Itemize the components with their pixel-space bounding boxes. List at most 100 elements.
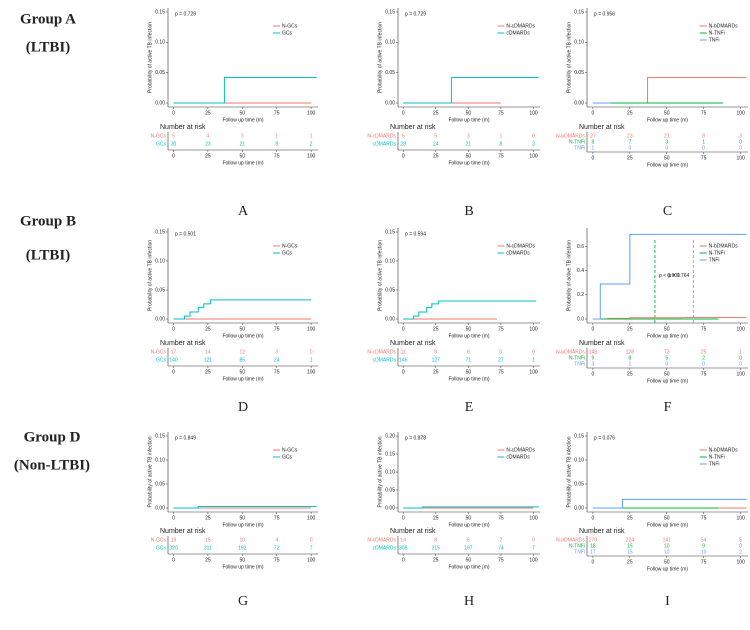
- risk-count: 1: [275, 133, 278, 139]
- panel-letter: F: [664, 400, 672, 415]
- survival-curve: [173, 77, 317, 104]
- risk-x-label: Follow up time (m): [222, 564, 263, 570]
- y-tick-label: 0.00: [385, 100, 395, 106]
- y-tick-label: 0.10: [574, 40, 584, 46]
- risk-count: 74: [498, 545, 504, 551]
- risk-count: 5: [172, 133, 175, 139]
- survival-curve: [173, 299, 312, 320]
- y-tick-label: 0.00: [155, 505, 165, 511]
- y-tick-label: 0.05: [385, 70, 395, 76]
- x-tick-label: 50: [466, 110, 472, 116]
- risk-count: 24: [274, 357, 280, 363]
- risk-count: 0: [702, 145, 705, 151]
- x-tick-label: 25: [205, 110, 211, 116]
- p-value: p = 0.849: [175, 435, 196, 441]
- x-tick-label: 100: [307, 326, 316, 332]
- x-tick-label: 50: [240, 110, 246, 116]
- x-axis-label: Follow up time (m): [448, 522, 489, 528]
- x-axis-label: Follow up time (m): [222, 117, 263, 123]
- x-axis-label: Follow up time (m): [647, 117, 688, 123]
- x-tick-label: 100: [736, 515, 745, 521]
- risk-count: 8: [275, 141, 278, 147]
- risk-count: 1: [628, 361, 631, 367]
- risk-count: 127: [432, 357, 441, 363]
- y-tick-label: 0.05: [155, 481, 165, 487]
- risk-x-tick-label: 100: [529, 369, 538, 375]
- x-axis-label: Follow up time (m): [448, 117, 489, 123]
- risk-row-label: GCs: [156, 141, 167, 147]
- risk-count: 14: [400, 537, 406, 543]
- x-tick-label: 50: [664, 326, 670, 332]
- panel-letter: D: [238, 400, 248, 415]
- risk-count: 0: [665, 145, 668, 151]
- x-axis-label: Follow up time (m): [448, 333, 489, 339]
- risk-row-label: TNFi: [574, 361, 585, 367]
- risk-x-tick-label: 100: [529, 153, 538, 159]
- risk-count: 0: [739, 355, 742, 361]
- y-axis-label: Probability of active TB infection: [566, 240, 572, 311]
- y-tick-label: 0.15: [574, 433, 584, 439]
- p-value: p = 0.594: [405, 231, 426, 237]
- risk-count: 121: [204, 357, 213, 363]
- risk-table-title: Number at risk: [390, 124, 436, 131]
- x-tick-label: 0: [172, 515, 175, 521]
- risk-count: 2: [310, 141, 313, 147]
- x-tick-label: 50: [466, 326, 472, 332]
- risk-count: 3: [592, 361, 595, 367]
- risk-count: 7: [628, 139, 631, 145]
- risk-x-label: Follow up time (m): [647, 566, 688, 572]
- p-value: p = 0.878: [405, 435, 426, 441]
- risk-x-tick-label: 75: [498, 153, 504, 159]
- risk-count: 10: [664, 543, 670, 549]
- legend-label: N-bDMARDs: [709, 447, 738, 453]
- x-tick-label: 0: [402, 110, 405, 116]
- y-tick-label: 0.05: [574, 70, 584, 76]
- x-tick-label: 25: [627, 326, 633, 332]
- risk-count: 8: [702, 133, 705, 139]
- risk-x-tick-label: 75: [498, 369, 504, 375]
- legend-label: cDMARDs: [506, 250, 530, 256]
- x-tick-label: 0: [592, 110, 595, 116]
- risk-count: 320: [169, 545, 178, 551]
- risk-table-title: Number at risk: [160, 528, 206, 535]
- risk-count: 2: [739, 549, 742, 555]
- risk-x-tick-label: 75: [701, 155, 707, 161]
- risk-count: 21: [664, 133, 670, 139]
- survival-curve: [403, 300, 537, 320]
- risk-count: 17: [590, 549, 596, 555]
- risk-x-tick-label: 50: [664, 155, 670, 161]
- risk-count: 148: [589, 349, 598, 355]
- survival-curve: [592, 77, 747, 104]
- risk-row-label: N-GCs: [151, 537, 167, 543]
- p-value: p = 0.729: [405, 11, 426, 17]
- risk-count: 8: [500, 141, 503, 147]
- y-tick-label: 0.15: [574, 9, 584, 15]
- risk-x-tick-label: 50: [664, 559, 670, 565]
- risk-row-label: TNFi: [574, 145, 585, 151]
- risk-row-label: GCs: [156, 357, 167, 363]
- risk-count: 10: [240, 537, 246, 543]
- risk-count: 9: [702, 543, 705, 549]
- panel-letter: A: [238, 204, 249, 219]
- risk-count: 71: [466, 357, 472, 363]
- p-value: p = 0.076: [594, 435, 615, 441]
- x-tick-label: 100: [307, 515, 316, 521]
- y-tick-label: 0.20: [385, 433, 395, 439]
- risk-count: 279: [589, 537, 598, 543]
- y-tick-label: 0.05: [385, 487, 395, 493]
- y-axis-label: Probability of active TB infection: [147, 240, 153, 311]
- risk-count: 0: [739, 139, 742, 145]
- x-tick-label: 50: [664, 515, 670, 521]
- risk-x-tick-label: 100: [529, 557, 538, 563]
- x-tick-label: 75: [498, 326, 504, 332]
- risk-x-tick-label: 25: [433, 557, 439, 563]
- risk-count: 0: [532, 537, 535, 543]
- risk-row-label: N-cDMARDs: [367, 133, 396, 139]
- risk-count: 224: [626, 537, 635, 543]
- y-axis-label: Probability of active TB infection: [566, 22, 572, 93]
- survival-curve: [403, 77, 539, 104]
- risk-count: 23: [205, 141, 211, 147]
- risk-x-tick-label: 50: [466, 557, 472, 563]
- risk-count: 2: [500, 537, 503, 543]
